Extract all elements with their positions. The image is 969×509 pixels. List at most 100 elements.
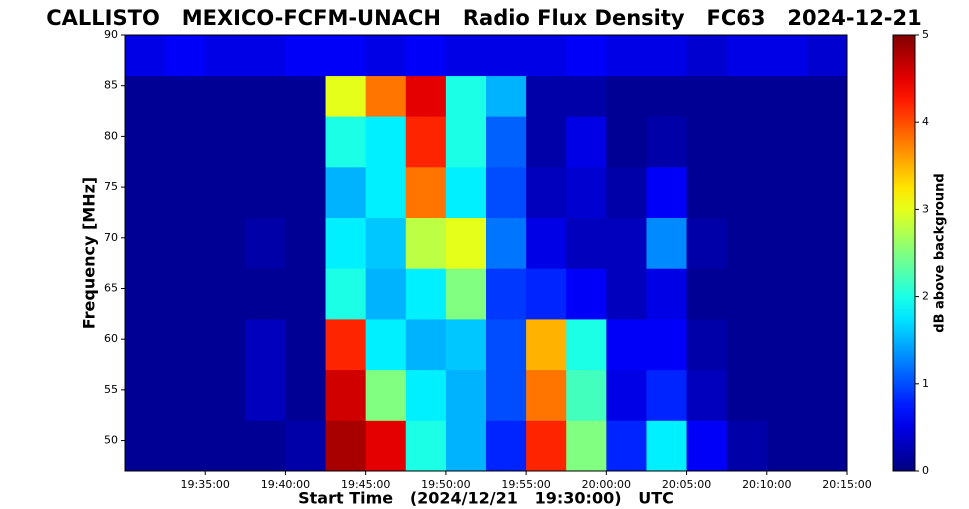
- heatmap-cell: [125, 116, 166, 167]
- heatmap-cell: [767, 268, 808, 319]
- heatmap-cell: [486, 116, 527, 167]
- heatmap-cell: [486, 76, 527, 117]
- heatmap-cell: [165, 35, 206, 76]
- heatmap-cell: [285, 268, 326, 319]
- heatmap-cell: [486, 370, 527, 421]
- heatmap-cell: [366, 35, 407, 76]
- chart: CALLISTO MEXICO-FCFM-UNACH Radio Flux De…: [0, 0, 969, 509]
- heatmap-cell: [446, 116, 487, 167]
- heatmap-cell: [807, 370, 848, 421]
- heatmap-cell: [406, 116, 447, 167]
- heatmap-cell: [807, 76, 848, 117]
- heatmap-cell: [326, 35, 367, 76]
- heatmap-cell: [326, 116, 367, 167]
- heatmap-cell: [366, 116, 407, 167]
- heatmap-cell: [326, 370, 367, 421]
- x-tick-label: 20:15:00: [822, 478, 871, 491]
- heatmap-cell: [727, 420, 768, 471]
- heatmap-cell: [727, 35, 768, 76]
- heatmap-cell: [606, 167, 647, 218]
- heatmap-cell: [285, 420, 326, 471]
- x-tick-label: 19:50:00: [421, 478, 470, 491]
- heatmap-cell: [125, 35, 166, 76]
- heatmap-cell: [205, 167, 246, 218]
- y-tick-label: 85: [104, 79, 118, 92]
- heatmap-cell: [245, 167, 286, 218]
- heatmap-cell: [606, 319, 647, 370]
- heatmap-cell: [326, 268, 367, 319]
- heatmap-cell: [727, 319, 768, 370]
- heatmap-cell: [406, 167, 447, 218]
- heatmap-cell: [165, 167, 206, 218]
- heatmap-cell: [366, 76, 407, 117]
- heatmap-cell: [566, 76, 607, 117]
- heatmap-cell: [526, 370, 567, 421]
- heatmap-cell: [566, 167, 607, 218]
- heatmap-cell: [285, 319, 326, 370]
- heatmap-cell: [807, 420, 848, 471]
- heatmap-cell: [486, 218, 527, 269]
- heatmap-cell: [205, 35, 246, 76]
- heatmap-cell: [125, 370, 166, 421]
- heatmap-cell: [526, 116, 567, 167]
- heatmap-cell: [446, 370, 487, 421]
- heatmap-cell: [727, 218, 768, 269]
- heatmap-cell: [727, 370, 768, 421]
- heatmap-cell: [205, 370, 246, 421]
- heatmap-cell: [366, 167, 407, 218]
- y-tick-label: 90: [104, 28, 118, 41]
- heatmap-cell: [406, 420, 447, 471]
- x-tick-label: 19:35:00: [181, 478, 230, 491]
- heatmap-cell: [646, 76, 687, 117]
- heatmap-cell: [285, 116, 326, 167]
- heatmap-cell: [125, 420, 166, 471]
- heatmap-cell: [566, 218, 607, 269]
- heatmap-cell: [285, 167, 326, 218]
- heatmap-cell: [767, 116, 808, 167]
- heatmap-cell: [646, 218, 687, 269]
- colorbar-tick-label: 0: [922, 464, 929, 477]
- heatmap-cell: [125, 268, 166, 319]
- heatmap-cell: [406, 319, 447, 370]
- colorbar-tick-label: 1: [922, 377, 929, 390]
- heatmap-cell: [727, 116, 768, 167]
- colorbar-label: dB above background: [933, 173, 948, 332]
- heatmap-cell: [767, 218, 808, 269]
- heatmap-cell: [606, 76, 647, 117]
- heatmap-cell: [205, 319, 246, 370]
- heatmap-cell: [807, 116, 848, 167]
- heatmap-cell: [807, 167, 848, 218]
- heatmap-cell: [366, 218, 407, 269]
- heatmap-cell: [727, 268, 768, 319]
- x-tick-label: 19:45:00: [341, 478, 390, 491]
- heatmap-cell: [486, 268, 527, 319]
- x-tick-label: 20:10:00: [742, 478, 791, 491]
- heatmap-cell: [205, 268, 246, 319]
- y-tick-label: 75: [104, 180, 118, 193]
- heatmap-cell: [125, 218, 166, 269]
- heatmap-cell: [165, 218, 206, 269]
- heatmap-cell: [526, 268, 567, 319]
- heatmap-cell: [646, 35, 687, 76]
- y-tick-label: 60: [104, 332, 118, 345]
- heatmap-cell: [245, 370, 286, 421]
- heatmap-cell: [205, 420, 246, 471]
- colorbar-tick-label: 5: [922, 28, 929, 41]
- heatmap-cell: [646, 167, 687, 218]
- heatmap-cell: [486, 319, 527, 370]
- heatmap-cell: [125, 76, 166, 117]
- heatmap-cell: [526, 76, 567, 117]
- heatmap-cell: [526, 218, 567, 269]
- heatmap-cell: [687, 35, 728, 76]
- colorbar-tick-label: 3: [922, 202, 929, 215]
- heatmap-cell: [526, 420, 567, 471]
- heatmap-cell: [767, 167, 808, 218]
- heatmap-cell: [486, 420, 527, 471]
- colorbar: [893, 35, 915, 471]
- heatmap-cell: [566, 116, 607, 167]
- heatmap-cell: [366, 420, 407, 471]
- heatmap-cell: [646, 370, 687, 421]
- heatmap-cell: [687, 268, 728, 319]
- heatmap-cell: [646, 116, 687, 167]
- heatmap-cell: [406, 268, 447, 319]
